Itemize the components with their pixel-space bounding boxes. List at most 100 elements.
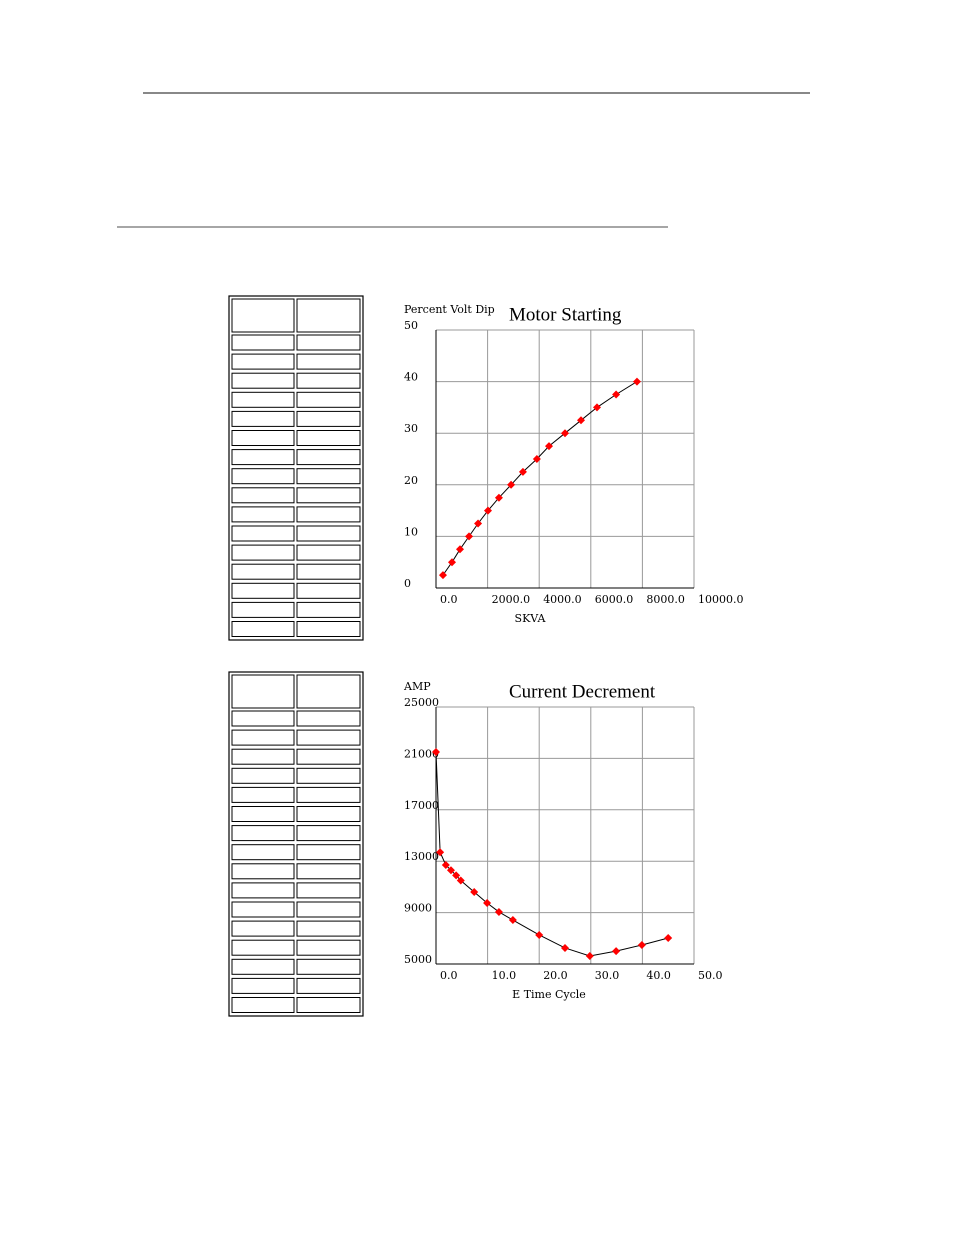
table-cell [231, 487, 295, 504]
table-cell [231, 844, 295, 861]
data-point [576, 416, 585, 425]
data-point [483, 506, 492, 515]
y-tick-label: 50 [404, 319, 418, 332]
data-point [592, 403, 601, 412]
table-cell [231, 506, 295, 523]
table-cell [296, 997, 361, 1013]
data-point [561, 943, 569, 952]
table-cell [296, 901, 361, 918]
data-point [612, 390, 621, 399]
series-line [435, 751, 669, 957]
x-tick-label: 50.0 [698, 969, 723, 982]
table-cell [296, 391, 361, 408]
table-cell [231, 372, 295, 389]
table-cell [296, 430, 361, 446]
table-cell [296, 334, 361, 351]
table-cell [231, 298, 295, 333]
table-cell [296, 882, 361, 899]
y-tick-label: 25000 [404, 696, 439, 709]
table-cell [231, 901, 295, 918]
table-cell [231, 621, 295, 637]
x-tick-label: 8000.0 [646, 593, 685, 606]
x-tick-label: 10.0 [492, 969, 516, 982]
table-cell [296, 806, 361, 822]
data-point [507, 480, 516, 489]
x-tick-label: 40.0 [646, 969, 671, 982]
table-cell [296, 601, 361, 618]
x-tick-label: 30.0 [595, 969, 620, 982]
table-cell [231, 468, 295, 485]
table-cell [296, 825, 361, 842]
table-cell [231, 863, 295, 880]
x-tick-label: 20.0 [543, 969, 568, 982]
data-point [532, 455, 541, 463]
y-tick-label: 40 [404, 371, 418, 384]
table-cell [296, 863, 361, 880]
data-point [535, 930, 544, 939]
table-cell [296, 710, 361, 727]
data-point [447, 558, 456, 567]
data-point [452, 871, 461, 880]
table-cell [296, 748, 361, 765]
table-cell [231, 449, 295, 466]
table-cell [296, 844, 361, 861]
table-cell [296, 939, 361, 956]
chart-title: Current Decrement [509, 681, 656, 702]
data-point [585, 952, 594, 961]
table-cell [231, 806, 295, 822]
data-point [632, 377, 641, 386]
table-cell [231, 825, 295, 842]
x-tick-label: 0.0 [440, 969, 458, 982]
table-cell [296, 410, 361, 427]
table-cell [231, 997, 295, 1013]
x-tick-label: 4000.0 [543, 593, 582, 606]
data-point [483, 898, 492, 907]
data-point [474, 519, 483, 528]
table-cell [296, 487, 361, 504]
data-point [518, 467, 527, 476]
y-tick-label: 20 [404, 474, 418, 487]
table-cell [231, 582, 295, 599]
table-cell [296, 786, 361, 803]
data-point [494, 907, 503, 916]
data-point [612, 947, 621, 956]
table-cell [231, 710, 295, 727]
data-point [456, 876, 465, 885]
table-cell [231, 334, 295, 351]
data-point [455, 545, 464, 554]
x-tick-label: 6000.0 [595, 593, 634, 606]
table-cell [231, 958, 295, 975]
table-frame [228, 671, 364, 1017]
x-tick-label: 10000.0 [698, 593, 744, 606]
table-cell [231, 748, 295, 765]
y-tick-label: 0 [404, 577, 411, 590]
table-cell [231, 601, 295, 618]
data-point [441, 861, 450, 870]
table-cell [296, 674, 361, 709]
table-cell [231, 882, 295, 899]
data-point [432, 747, 440, 756]
y-tick-label: 5000 [404, 953, 432, 966]
series-line [442, 381, 638, 576]
y-tick-label: 17000 [404, 799, 439, 812]
table-cell [296, 506, 361, 523]
table-cell [231, 410, 295, 427]
table-cell [231, 430, 295, 446]
table-cell [231, 977, 295, 994]
table-cell [231, 729, 295, 746]
y-tick-label: 30 [404, 422, 418, 435]
table-cell [296, 298, 361, 333]
table-cell [296, 767, 361, 784]
data-point [436, 848, 445, 857]
y-tick-label: 10 [404, 525, 418, 538]
table-cell [231, 544, 295, 561]
y-tick-label: 9000 [404, 902, 432, 915]
y-tick-label: 13000 [404, 850, 439, 863]
data-point [470, 888, 479, 897]
data-point [494, 493, 503, 502]
data-point [545, 442, 554, 451]
table-cell [231, 920, 295, 937]
table-cell [296, 468, 361, 485]
